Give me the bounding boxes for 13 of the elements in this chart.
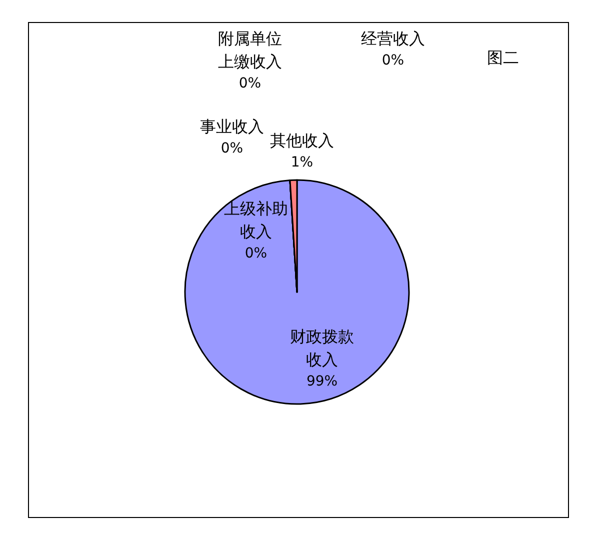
category-label: 上级补助收入 — [224, 199, 288, 242]
text: 0% — [382, 52, 404, 68]
data-label: 1% — [290, 154, 314, 170]
slice-label: 财政拨款收入 — [290, 327, 354, 370]
category-label: 附属单位上缴收入 — [218, 29, 282, 72]
category-label: 事业收入 — [200, 117, 264, 136]
data-label: 99% — [306, 374, 338, 390]
text: 图二 — [487, 48, 519, 67]
text: 0% — [244, 246, 268, 262]
slice-label: 其他收入 — [270, 131, 334, 150]
text: 0% — [238, 76, 262, 92]
category-label: 经营收入 — [361, 29, 425, 48]
text: 0% — [220, 140, 244, 156]
